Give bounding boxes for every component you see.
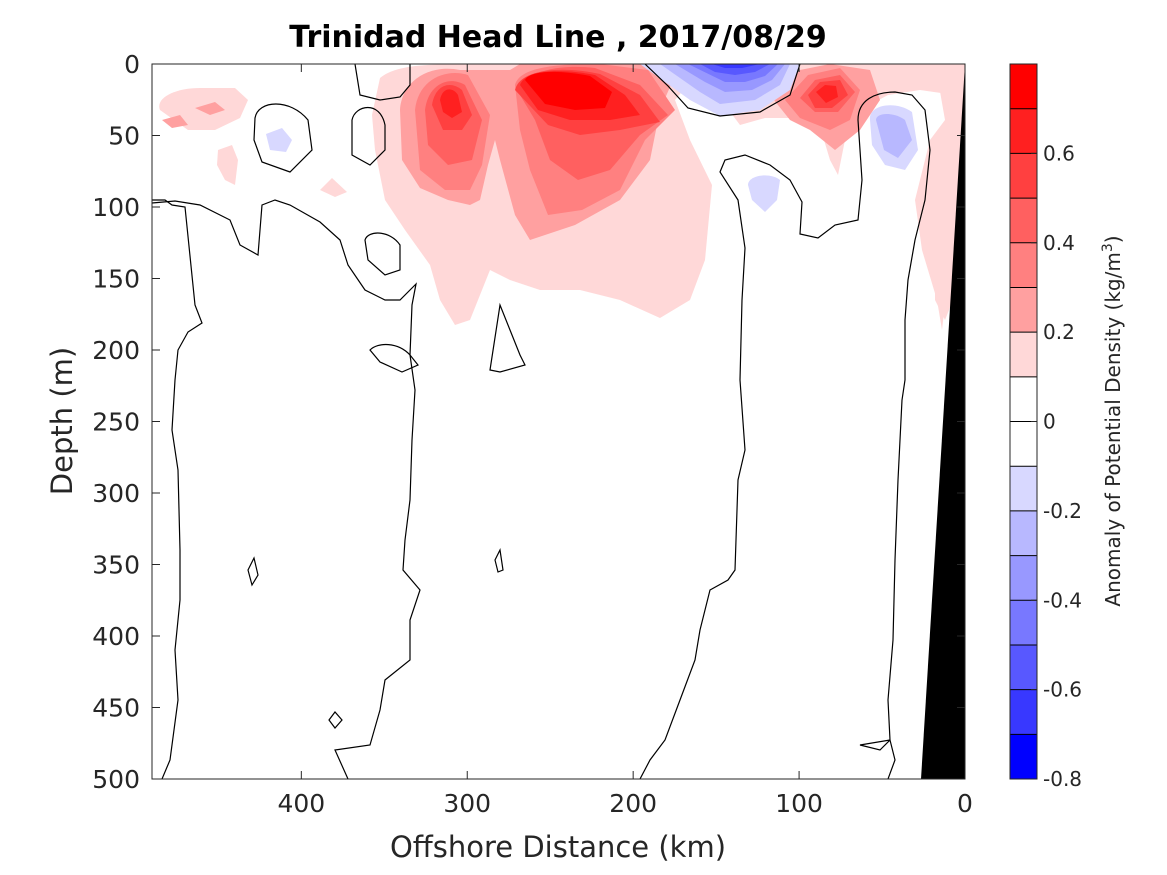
colorbar-label-sup: 3: [1100, 243, 1116, 252]
anomaly-band-negative-surface: [640, 64, 800, 116]
anomaly-band-negative-patches: [266, 105, 918, 212]
colorbar-label-text: Anomaly of Potential Density (kg/m: [1101, 252, 1125, 606]
y-tick-label: 250: [92, 408, 140, 437]
colorbar-swatch: [1010, 466, 1037, 511]
y-axis-label: Depth (m): [45, 347, 79, 495]
x-tick-label: 300: [443, 789, 491, 818]
colorbar-swatch: [1010, 242, 1037, 288]
colorbar-swatch: [1010, 421, 1037, 467]
colorbar-tick-label: -0.2: [1043, 499, 1082, 523]
x-tick-label: 0: [957, 789, 973, 818]
colorbar-ticks: 0.6 0.4 0.2 0 -0.2 -0.4 -0.6 -0.8: [1031, 141, 1082, 791]
colorbar-swatch: [1010, 376, 1037, 422]
y-tick-label: 200: [92, 336, 140, 365]
colorbar-swatch: [1010, 600, 1037, 645]
colorbar-swatch: [1010, 644, 1037, 690]
colorbar-tick-label: 0.4: [1043, 231, 1075, 255]
x-tick-label: 400: [277, 789, 325, 818]
colorbar-swatch: [1010, 689, 1037, 735]
y-tick-label: 0: [124, 50, 140, 79]
colorbar-swatch: [1010, 198, 1037, 243]
colorbar-tick-label: 0: [1043, 410, 1056, 434]
y-axis: 0 50 100 150 200 250 300 350 400 450 500: [92, 50, 965, 794]
y-tick-label: 450: [92, 694, 140, 723]
x-tick-label: 100: [775, 789, 823, 818]
colorbar-swatch: [1010, 510, 1037, 556]
colorbar-swatch: [1010, 332, 1037, 377]
colorbar-tick-label: -0.8: [1043, 767, 1082, 791]
colorbar-swatch: [1010, 153, 1037, 199]
zero-contours: [152, 64, 931, 779]
y-tick-label: 150: [92, 265, 140, 294]
colorbar-tick-label: -0.4: [1043, 588, 1082, 612]
colorbar-label-tail: ): [1101, 235, 1125, 243]
y-tick-label: 400: [92, 622, 140, 651]
colorbar-tick-label: 0.6: [1043, 141, 1075, 165]
y-tick-label: 300: [92, 479, 140, 508]
colorbar-tick-label: -0.6: [1043, 678, 1082, 702]
colorbar-tick-label: 0.2: [1043, 320, 1075, 344]
colorbar-swatch: [1010, 555, 1037, 601]
colorbar-swatch: [1010, 64, 1037, 109]
bathymetry: [921, 64, 965, 779]
y-tick-label: 500: [92, 765, 140, 794]
y-tick-label: 350: [92, 551, 140, 580]
colorbar-swatch: [1010, 108, 1037, 154]
x-axis-label: Offshore Distance (km): [390, 830, 726, 864]
colorbar-swatch: [1010, 287, 1037, 333]
anomaly-band-positive-0-7: [525, 71, 612, 110]
y-tick-label: 100: [92, 193, 140, 222]
plot-area: [152, 64, 965, 779]
colorbar-label: Anomaly of Potential Density (kg/m3): [1100, 235, 1125, 606]
x-tick-label: 200: [609, 789, 657, 818]
colorbar-swatch: [1010, 734, 1037, 779]
x-axis: 400 300 200 100 0: [277, 64, 973, 818]
y-tick-label: 50: [108, 122, 140, 151]
chart-title: Trinidad Head Line , 2017/08/29: [289, 20, 826, 55]
